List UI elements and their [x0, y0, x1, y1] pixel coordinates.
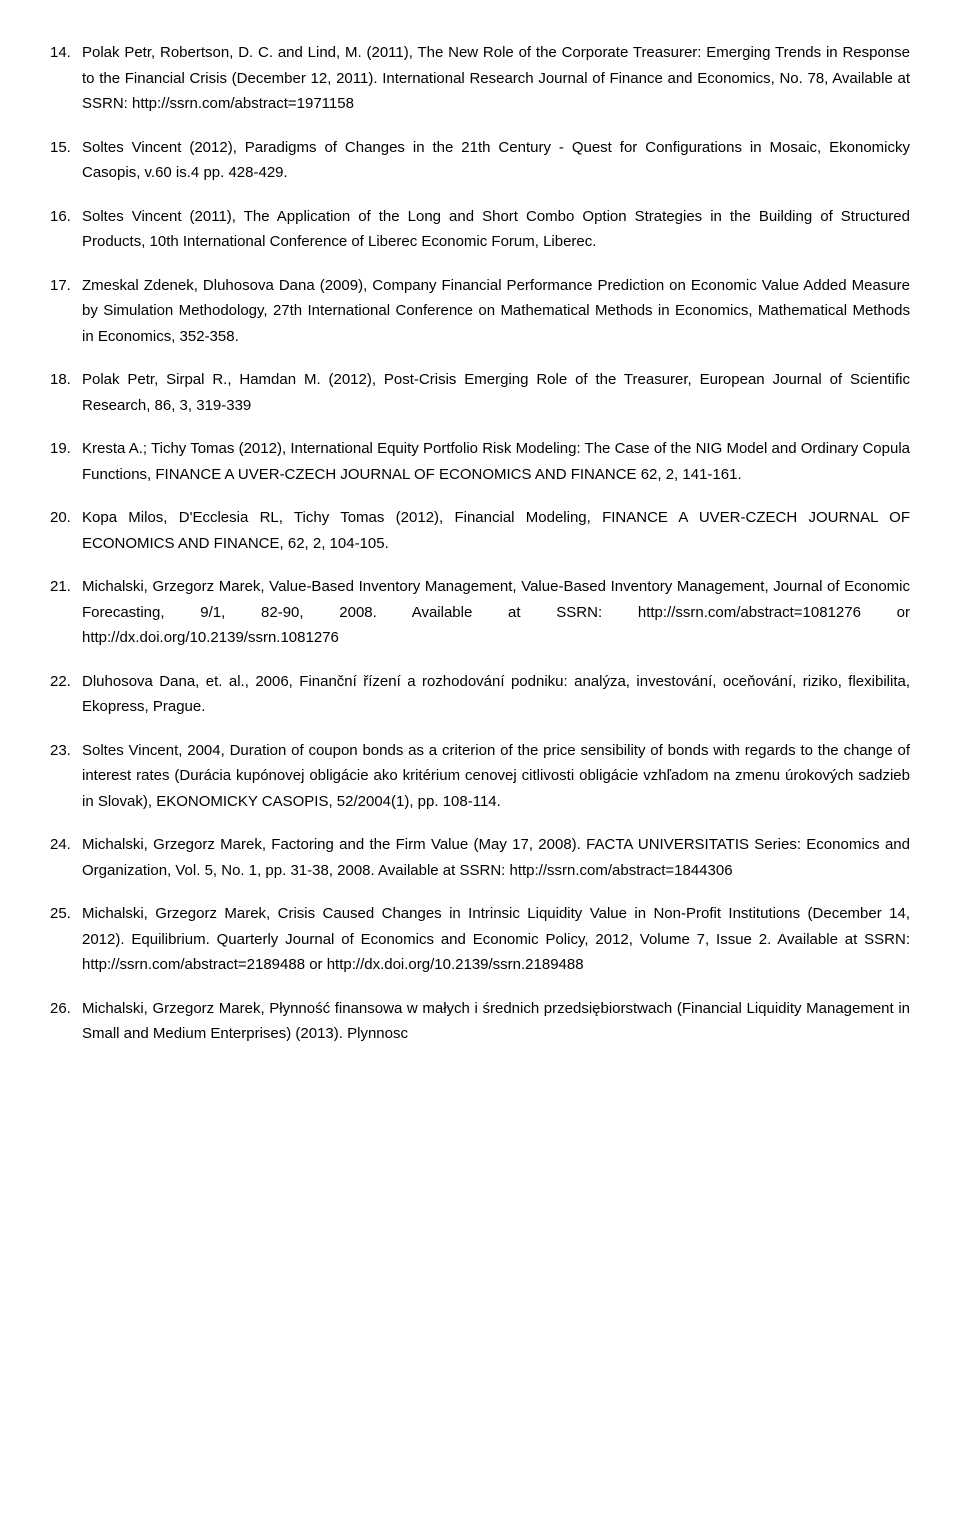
reference-item: 17. Zmeskal Zdenek, Dluhosova Dana (2009)…	[50, 273, 910, 350]
reference-text: Polak Petr, Sirpal R., Hamdan M. (2012),…	[82, 371, 910, 414]
reference-number: 21.	[50, 574, 71, 600]
reference-number: 23.	[50, 738, 71, 764]
reference-number: 22.	[50, 669, 71, 695]
reference-item: 19. Kresta A.; Tichy Tomas (2012), Intern…	[50, 436, 910, 487]
reference-number: 17.	[50, 273, 71, 299]
reference-item: 26. Michalski, Grzegorz Marek, Płynność f…	[50, 996, 910, 1047]
reference-item: 22. Dluhosova Dana, et. al., 2006, Finanč…	[50, 669, 910, 720]
reference-number: 20.	[50, 505, 71, 531]
reference-text: Soltes Vincent (2012), Paradigms of Chan…	[82, 139, 910, 182]
reference-item: 24. Michalski, Grzegorz Marek, Factoring …	[50, 832, 910, 883]
reference-item: 14. Polak Petr, Robertson, D. C. and Lind…	[50, 40, 910, 117]
reference-list: 14. Polak Petr, Robertson, D. C. and Lind…	[50, 40, 910, 1047]
reference-number: 15.	[50, 135, 71, 161]
reference-text: Michalski, Grzegorz Marek, Factoring and…	[82, 836, 910, 879]
reference-item: 25. Michalski, Grzegorz Marek, Crisis Cau…	[50, 901, 910, 978]
reference-item: 20. Kopa Milos, D'Ecclesia RL, Tichy Toma…	[50, 505, 910, 556]
reference-item: 21. Michalski, Grzegorz Marek, Value-Base…	[50, 574, 910, 651]
reference-text: Michalski, Grzegorz Marek, Crisis Caused…	[82, 905, 910, 973]
reference-number: 16.	[50, 204, 71, 230]
reference-text: Zmeskal Zdenek, Dluhosova Dana (2009), C…	[82, 277, 910, 345]
reference-text: Kopa Milos, D'Ecclesia RL, Tichy Tomas (…	[82, 509, 910, 552]
reference-number: 14.	[50, 40, 71, 66]
reference-item: 18. Polak Petr, Sirpal R., Hamdan M. (201…	[50, 367, 910, 418]
reference-text: Michalski, Grzegorz Marek, Value-Based I…	[82, 578, 910, 646]
reference-text: Soltes Vincent, 2004, Duration of coupon…	[82, 742, 910, 810]
reference-text: Michalski, Grzegorz Marek, Płynność fina…	[82, 1000, 910, 1043]
reference-text: Soltes Vincent (2011), The Application o…	[82, 208, 910, 251]
reference-text: Dluhosova Dana, et. al., 2006, Finanční …	[82, 673, 910, 716]
reference-number: 19.	[50, 436, 71, 462]
reference-number: 25.	[50, 901, 71, 927]
reference-number: 24.	[50, 832, 71, 858]
reference-number: 26.	[50, 996, 71, 1022]
reference-item: 23. Soltes Vincent, 2004, Duration of cou…	[50, 738, 910, 815]
reference-item: 16. Soltes Vincent (2011), The Applicatio…	[50, 204, 910, 255]
reference-text: Polak Petr, Robertson, D. C. and Lind, M…	[82, 44, 910, 112]
reference-text: Kresta A.; Tichy Tomas (2012), Internati…	[82, 440, 910, 483]
reference-number: 18.	[50, 367, 71, 393]
reference-item: 15. Soltes Vincent (2012), Paradigms of C…	[50, 135, 910, 186]
